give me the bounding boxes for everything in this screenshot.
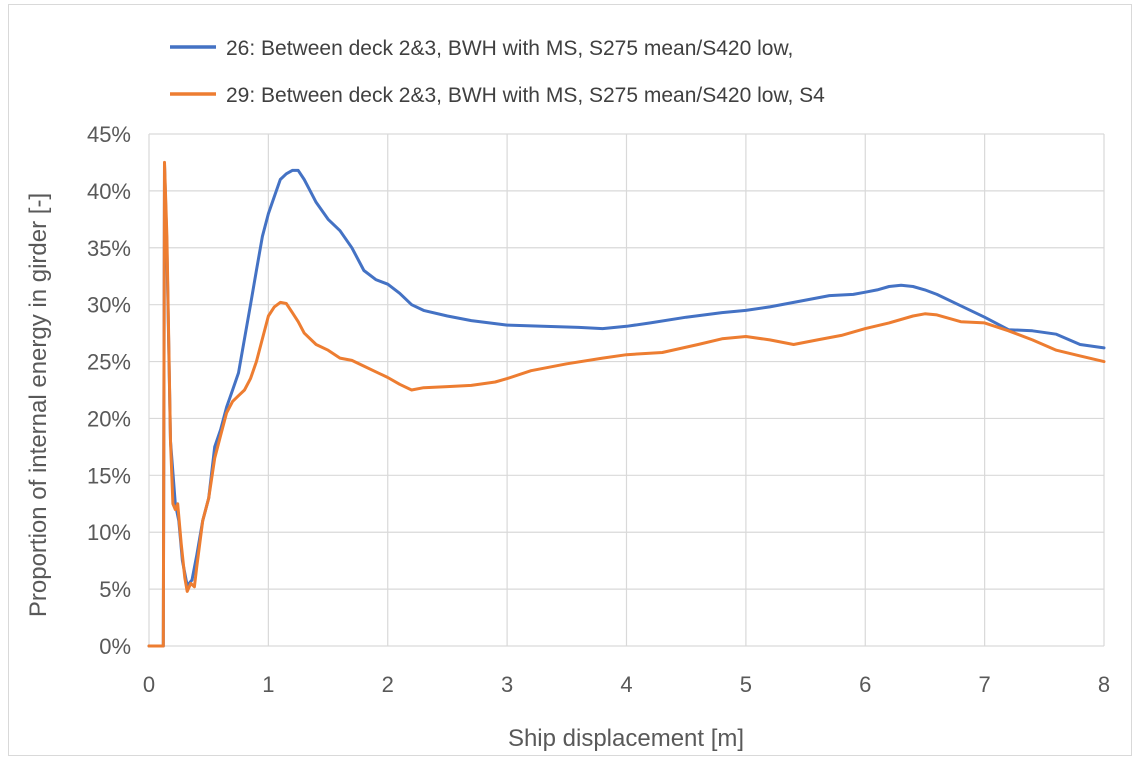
legend-label-0: 26: Between deck 2&3, BWH with MS, S275 … <box>226 37 793 60</box>
x-tick-label: 7 <box>979 672 991 697</box>
y-tick-label: 0% <box>99 634 131 659</box>
y-tick-label: 15% <box>87 463 131 488</box>
y-tick-label: 10% <box>87 520 131 545</box>
x-tick-label: 0 <box>143 672 155 697</box>
y-tick-label: 40% <box>87 179 131 204</box>
x-tick-label: 6 <box>859 672 871 697</box>
x-tick-label: 5 <box>740 672 752 697</box>
y-tick-label: 25% <box>87 350 131 375</box>
y-tick-label: 35% <box>87 236 131 261</box>
y-tick-label: 20% <box>87 406 131 431</box>
x-tick-label: 4 <box>620 672 632 697</box>
x-axis-title: Ship displacement [m] <box>508 725 744 752</box>
x-tick-label: 3 <box>501 672 513 697</box>
series-lines <box>147 160 1106 648</box>
legend-label-1: 29: Between deck 2&3, BWH with MS, S275 … <box>226 84 825 107</box>
gridlines <box>148 133 1105 647</box>
y-tick-label: 45% <box>87 122 131 147</box>
legend: 26: Between deck 2&3, BWH with MS, S275 … <box>170 37 825 107</box>
series-line-1 <box>147 160 1106 648</box>
x-tick-labels: 0 1 2 3 4 5 6 7 8 <box>143 672 1110 697</box>
chart-frame <box>8 4 1132 756</box>
y-tick-label: 30% <box>87 293 131 318</box>
y-tick-labels: 0% 5% 10% 15% 20% 25% 30% 35% 40% 45% <box>87 122 131 659</box>
x-tick-label: 2 <box>382 672 394 697</box>
y-tick-label: 5% <box>99 577 131 602</box>
y-axis-title: Proportion of internal energy in girder … <box>25 193 52 617</box>
x-tick-label: 1 <box>262 672 274 697</box>
x-tick-label: 8 <box>1098 672 1110 697</box>
